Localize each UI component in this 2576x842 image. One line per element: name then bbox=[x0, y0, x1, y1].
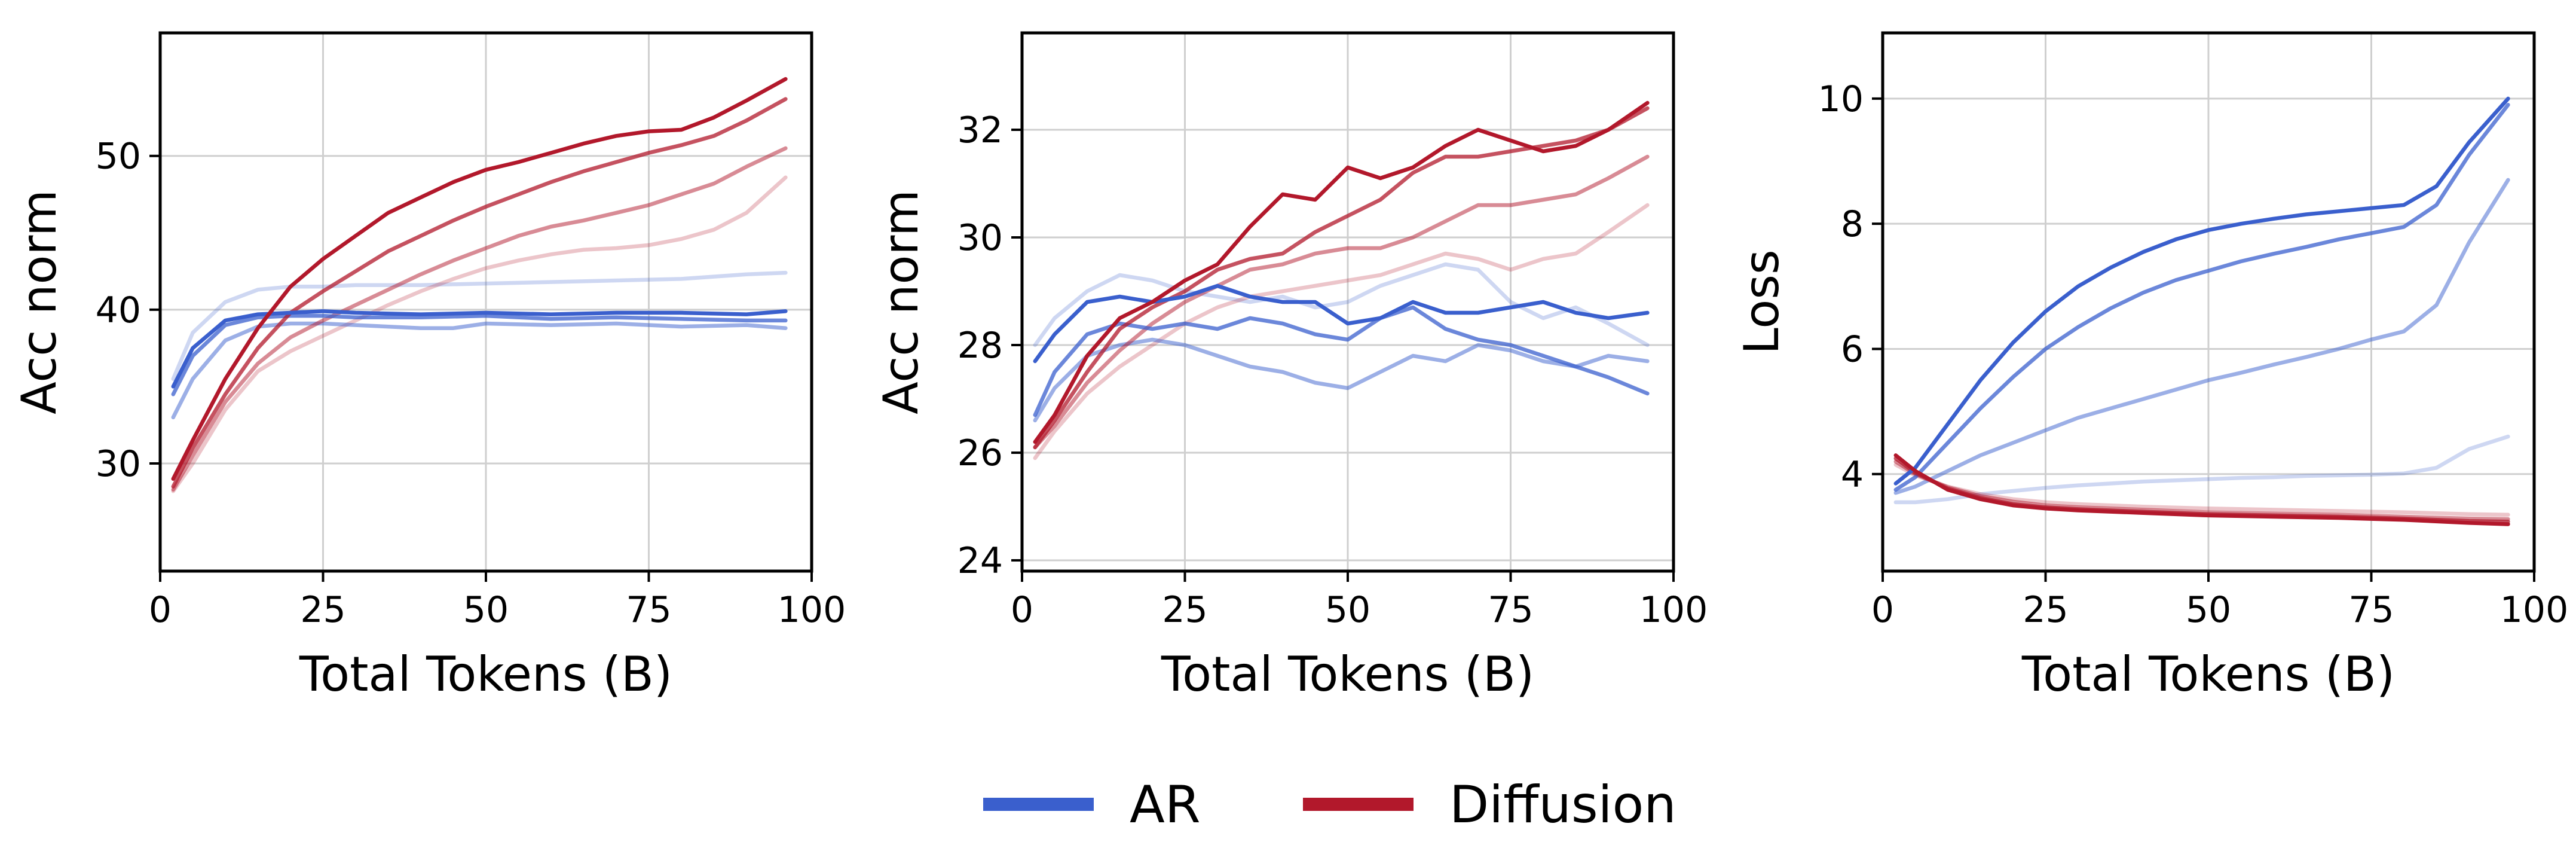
series-line-diffusion-7 bbox=[1033, 203, 1650, 460]
x-tick-label: 50 bbox=[1325, 589, 1370, 631]
y-axis-label: Loss bbox=[1734, 249, 1789, 354]
legend-label-ar: AR bbox=[1130, 775, 1201, 835]
series-line-ar-1 bbox=[171, 313, 788, 396]
series-line-ar-0 bbox=[171, 309, 788, 389]
chart-panel-loss-right: 0 25 50 75 100 4 6 8 10 Total Tokens (B) Loss bbox=[1734, 31, 2569, 702]
x-tick-label: 25 bbox=[300, 589, 345, 631]
x-axis-label: Total Tokens (B) bbox=[2021, 646, 2395, 702]
x-tick-label: 100 bbox=[778, 589, 846, 631]
x-axis-label: Total Tokens (B) bbox=[1161, 646, 1534, 702]
y-tick-label: 24 bbox=[957, 540, 1003, 582]
chart-panel-acc-norm-middle: 0 25 50 75 100 24 26 28 30 32 Total Tokens (B) Acc … bbox=[873, 31, 1708, 702]
x-tick-label: 100 bbox=[2500, 589, 2569, 631]
x-tick-label: 0 bbox=[1011, 589, 1033, 631]
x-tick-label: 0 bbox=[1871, 589, 1894, 631]
series-line-ar-3 bbox=[171, 270, 788, 381]
x-tick-label: 50 bbox=[2186, 589, 2231, 631]
series-line-diffusion-4 bbox=[1033, 100, 1650, 444]
y-tick-label: 30 bbox=[96, 443, 141, 485]
series-line-ar-2 bbox=[1033, 337, 1650, 423]
series-line-diffusion-6 bbox=[171, 146, 788, 492]
series-line-ar-0 bbox=[1893, 96, 2510, 486]
x-tick-label: 0 bbox=[149, 589, 172, 631]
y-axis-label: Acc norm bbox=[873, 190, 929, 414]
series-line-diffusion-7 bbox=[171, 175, 788, 493]
x-tick-label: 50 bbox=[463, 589, 509, 631]
series-line-diffusion-6 bbox=[1033, 154, 1650, 450]
chart-panel-acc-norm-left: 0 25 50 75 100 30 40 50 Total Tokens (B) Acc norm bbox=[11, 31, 846, 702]
series-line-ar-2 bbox=[1893, 178, 2510, 495]
series-line-diffusion-4 bbox=[1893, 453, 2510, 526]
y-tick-label: 50 bbox=[96, 136, 141, 178]
series-line-diffusion-4 bbox=[171, 77, 788, 481]
y-tick-label: 10 bbox=[1818, 78, 1864, 120]
series-line-ar-2 bbox=[171, 321, 788, 420]
x-tick-label: 25 bbox=[1162, 589, 1207, 631]
y-tick-label: 40 bbox=[96, 289, 141, 331]
series-line-ar-1 bbox=[1893, 103, 2510, 492]
series-line-ar-3 bbox=[1893, 434, 2510, 505]
x-axis-label: Total Tokens (B) bbox=[299, 646, 672, 702]
series-line-diffusion-5 bbox=[1033, 106, 1650, 450]
x-tick-label: 100 bbox=[1639, 589, 1708, 631]
y-tick-label: 6 bbox=[1841, 328, 1864, 370]
y-tick-label: 8 bbox=[1841, 203, 1864, 245]
y-tick-label: 30 bbox=[957, 217, 1003, 259]
y-tick-label: 28 bbox=[957, 325, 1003, 367]
y-tick-label: 26 bbox=[957, 432, 1003, 474]
x-tick-label: 75 bbox=[626, 589, 671, 631]
x-tick-label: 75 bbox=[2348, 589, 2394, 631]
series-line-ar-0 bbox=[1033, 283, 1650, 364]
series-line-diffusion-5 bbox=[171, 97, 788, 489]
y-axis-label: Acc norm bbox=[11, 190, 67, 414]
y-tick-label: 4 bbox=[1841, 454, 1864, 496]
series-line-ar-3 bbox=[1033, 262, 1650, 347]
x-tick-label: 75 bbox=[1488, 589, 1533, 631]
legend-label-diffusion: Diffusion bbox=[1449, 775, 1676, 835]
legend: AR Diffusion bbox=[983, 775, 1676, 835]
x-tick-label: 25 bbox=[2023, 589, 2068, 631]
y-tick-label: 32 bbox=[957, 109, 1003, 151]
